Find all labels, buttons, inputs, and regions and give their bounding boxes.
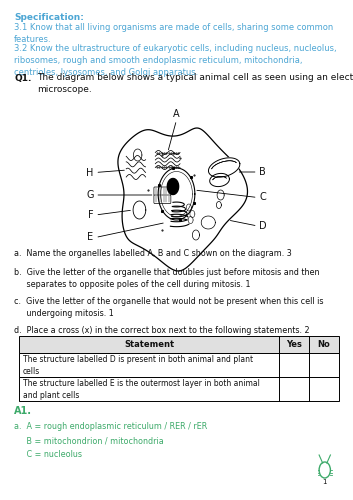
Text: C: C [259,192,266,202]
Bar [19,377,339,401]
Polygon shape [217,190,224,200]
Text: H: H [86,168,94,177]
Text: E: E [88,232,94,242]
Text: a.  Name the organelles labelled A, B and C shown on the diagram. 3: a. Name the organelles labelled A, B and… [14,249,292,258]
Bar [19,336,339,353]
Text: 1: 1 [323,479,327,485]
Text: Q1.: Q1. [14,74,31,82]
Text: G: G [86,190,94,200]
Text: 3.2 Know the ultrastructure of eukaryotic cells, including nucleus, nucleolus,
r: 3.2 Know the ultrastructure of eukaryoti… [14,44,337,78]
Text: B = mitochondrion / mitochondria: B = mitochondrion / mitochondria [14,436,164,445]
Text: Statement: Statement [124,340,174,349]
Text: A1.: A1. [14,406,32,416]
Text: Specification:: Specification: [14,12,84,22]
Text: A: A [173,109,180,119]
Polygon shape [216,202,221,208]
Text: The structure labelled E is the outermost layer in both animal
and plant cells: The structure labelled E is the outermos… [23,379,260,400]
FancyBboxPatch shape [154,195,171,203]
Text: D: D [259,221,267,231]
Polygon shape [133,149,142,161]
Text: C = nucleolus: C = nucleolus [14,450,82,459]
Polygon shape [188,216,193,224]
FancyBboxPatch shape [154,187,171,196]
Polygon shape [133,201,146,219]
Text: F: F [88,210,94,220]
Text: a.  A = rough endoplasmic reticulum / RER / rER: a. A = rough endoplasmic reticulum / RER… [14,422,207,431]
Polygon shape [192,230,199,240]
Bar [19,353,339,377]
Text: The diagram below shows a typical animal cell as seen using an electron
microsco: The diagram below shows a typical animal… [37,74,353,94]
Polygon shape [209,158,240,177]
Polygon shape [158,168,195,220]
Text: No: No [317,340,330,349]
Polygon shape [210,174,229,186]
Text: Yes: Yes [286,340,302,349]
Polygon shape [190,210,195,218]
Text: c.  Give the letter of the organelle that would not be present when this cell is: c. Give the letter of the organelle that… [14,297,324,318]
Text: b.  Give the letter of the organelle that doubles just before mitosis and then
 : b. Give the letter of the organelle that… [14,268,319,289]
Polygon shape [201,216,215,229]
Text: The structure labelled D is present in both animal and plant
cells: The structure labelled D is present in b… [23,355,253,376]
Text: d.  Place a cross (x) in the correct box next to the following statements. 2: d. Place a cross (x) in the correct box … [14,326,310,335]
Polygon shape [118,128,247,271]
Polygon shape [186,204,191,211]
Text: 3.1 Know that all living organisms are made of cells, sharing some common
featur: 3.1 Know that all living organisms are m… [14,22,333,44]
Text: B: B [259,167,266,177]
Polygon shape [167,178,179,194]
